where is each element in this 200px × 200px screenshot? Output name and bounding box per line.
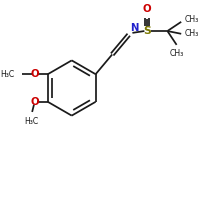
Text: O: O: [31, 69, 39, 79]
Text: CH₃: CH₃: [185, 29, 199, 38]
Text: CH₃: CH₃: [169, 49, 184, 58]
Text: O: O: [31, 97, 39, 107]
Text: H₃C: H₃C: [24, 117, 38, 126]
Text: CH₃: CH₃: [185, 15, 199, 24]
Text: S: S: [143, 26, 151, 36]
Text: O: O: [143, 4, 151, 14]
Text: H₃C: H₃C: [0, 70, 15, 79]
Text: N: N: [131, 23, 139, 33]
